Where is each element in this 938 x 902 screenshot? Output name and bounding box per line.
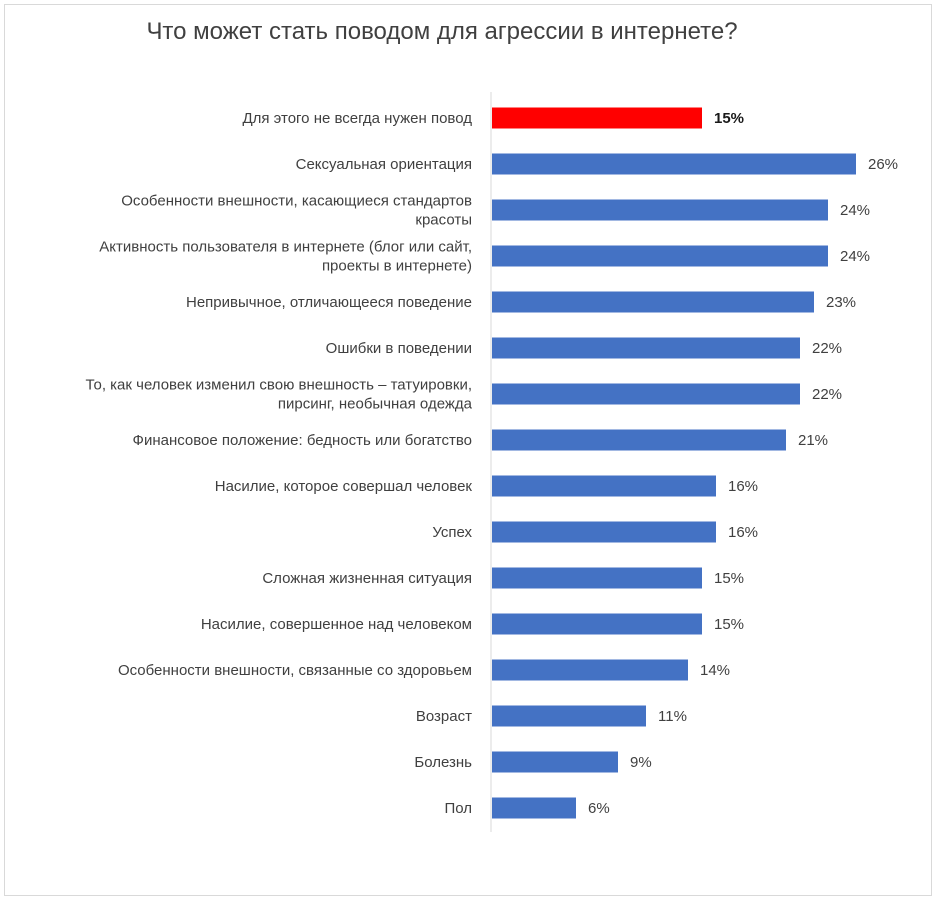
category-label-14-line-0: Болезнь bbox=[414, 754, 472, 771]
category-label-2-line-0: Особенности внешности, касающиеся станда… bbox=[121, 193, 472, 210]
bar-14 bbox=[492, 751, 618, 773]
value-label-5: 22% bbox=[812, 340, 842, 357]
bar-6 bbox=[492, 383, 800, 405]
value-label-11: 15% bbox=[714, 616, 744, 633]
category-label-6: То, как человек изменил свою внешность –… bbox=[86, 377, 473, 413]
category-label-11: Насилие, совершенное над человеком bbox=[201, 616, 472, 633]
category-label-12: Особенности внешности, связанные со здор… bbox=[118, 662, 472, 679]
category-label-1-line-0: Сексуальная ориентация bbox=[296, 156, 472, 173]
category-label-13-line-0: Возраст bbox=[416, 708, 472, 725]
category-label-12-line-0: Особенности внешности, связанные со здор… bbox=[118, 662, 472, 679]
category-label-10-line-0: Сложная жизненная ситуация bbox=[262, 570, 472, 587]
category-label-2-line-1: красоты bbox=[415, 212, 472, 229]
category-label-15-line-0: Пол bbox=[444, 800, 472, 817]
value-label-1: 26% bbox=[868, 156, 898, 173]
category-label-5-line-0: Ошибки в поведении bbox=[326, 340, 472, 357]
bar-0 bbox=[492, 107, 702, 129]
value-label-7: 21% bbox=[798, 432, 828, 449]
value-label-8: 16% bbox=[728, 478, 758, 495]
category-label-4: Непривычное, отличающееся поведение bbox=[186, 294, 472, 311]
category-label-4-line-0: Непривычное, отличающееся поведение bbox=[186, 294, 472, 311]
category-label-3-line-1: проекты в интернете) bbox=[322, 258, 472, 275]
bar-2 bbox=[492, 199, 828, 221]
category-label-0-line-0: Для этого не всегда нужен повод bbox=[242, 110, 472, 127]
category-label-13: Возраст bbox=[416, 708, 472, 725]
category-label-8-line-0: Насилие, которое совершал человек bbox=[215, 478, 473, 495]
category-label-7-line-0: Финансовое положение: бедность или богат… bbox=[133, 432, 472, 449]
category-label-1: Сексуальная ориентация bbox=[296, 156, 472, 173]
category-label-9: Успех bbox=[432, 524, 472, 541]
value-label-3: 24% bbox=[840, 248, 870, 265]
bar-3 bbox=[492, 245, 828, 267]
value-label-12: 14% bbox=[700, 662, 730, 679]
category-label-6-line-1: пирсинг, необычная одежда bbox=[278, 396, 473, 413]
bar-9 bbox=[492, 521, 716, 543]
value-label-13: 11% bbox=[658, 708, 687, 725]
bar-10 bbox=[492, 567, 702, 589]
bar-7 bbox=[492, 429, 786, 451]
bar-15 bbox=[492, 797, 576, 819]
category-label-11-line-0: Насилие, совершенное над человеком bbox=[201, 616, 472, 633]
bar-4 bbox=[492, 291, 814, 313]
value-label-9: 16% bbox=[728, 524, 758, 541]
bar-11 bbox=[492, 613, 702, 635]
value-label-15: 6% bbox=[588, 800, 610, 817]
value-label-10: 15% bbox=[714, 570, 744, 587]
value-label-4: 23% bbox=[826, 294, 856, 311]
category-label-6-line-0: То, как человек изменил свою внешность –… bbox=[86, 377, 473, 394]
bar-12 bbox=[492, 659, 688, 681]
chart-title: Что может стать поводом для агрессии в и… bbox=[146, 18, 738, 45]
category-label-14: Болезнь bbox=[414, 754, 472, 771]
bar-5 bbox=[492, 337, 800, 359]
category-label-5: Ошибки в поведении bbox=[326, 340, 472, 357]
category-label-8: Насилие, которое совершал человек bbox=[215, 478, 473, 495]
bar-1 bbox=[492, 153, 856, 175]
value-label-2: 24% bbox=[840, 202, 870, 219]
category-label-3-line-0: Активность пользователя в интернете (бло… bbox=[99, 239, 472, 256]
value-label-0: 15% bbox=[714, 110, 744, 127]
bar-13 bbox=[492, 705, 646, 727]
bar-8 bbox=[492, 475, 716, 497]
category-label-9-line-0: Успех bbox=[432, 524, 472, 541]
category-label-15: Пол bbox=[444, 800, 472, 817]
category-label-7: Финансовое положение: бедность или богат… bbox=[133, 432, 472, 449]
category-label-0: Для этого не всегда нужен повод bbox=[242, 110, 472, 127]
category-label-2: Особенности внешности, касающиеся станда… bbox=[121, 193, 472, 229]
category-label-10: Сложная жизненная ситуация bbox=[262, 570, 472, 587]
value-label-14: 9% bbox=[630, 754, 652, 771]
value-label-6: 22% bbox=[812, 386, 842, 403]
category-label-3: Активность пользователя в интернете (бло… bbox=[99, 239, 472, 275]
